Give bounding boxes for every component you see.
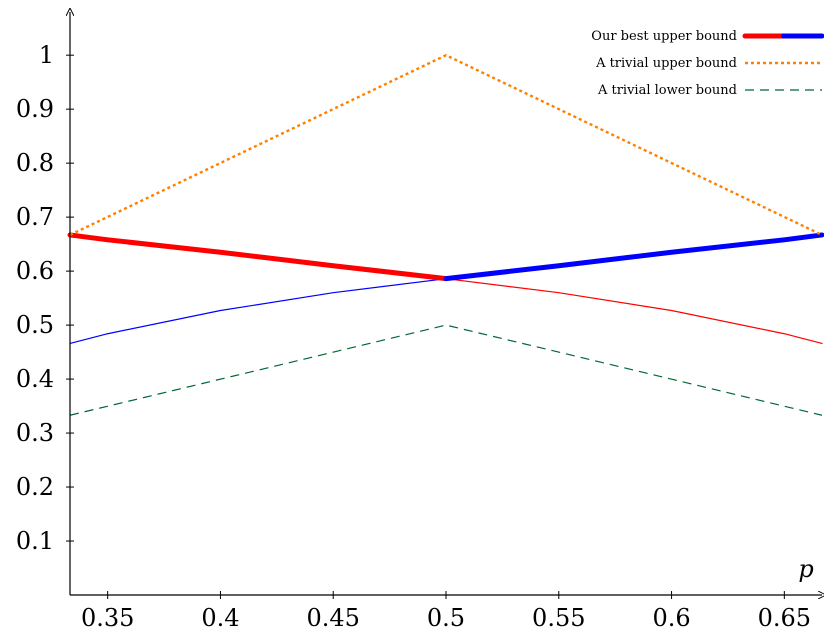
series-line-3	[67, 232, 449, 282]
y-tick-label: 0.6	[16, 257, 54, 285]
series-line-5	[69, 53, 823, 237]
x-axis-label: p	[798, 555, 813, 583]
y-tick-label: 0.5	[16, 311, 54, 339]
y-tick-label: 0.4	[16, 365, 54, 393]
y-tick-label: 1	[39, 41, 54, 69]
ticks: 0.35 0.4 0.45 0.5 0.55 0.6 0.65 0.1 0.2 0.3 0.4 0.5…	[16, 41, 811, 632]
x-tick-label: 0.6	[652, 604, 690, 632]
axes: p	[70, 12, 822, 595]
legend: Our best upper bound A trivial upper boun…	[591, 29, 824, 98]
x-tick-label: 0.45	[307, 604, 360, 632]
series-line-4	[443, 232, 824, 282]
series-line-2	[69, 234, 823, 345]
y-tick-label: 0.1	[16, 527, 54, 555]
legend-item-2: A trivial upper bound	[595, 56, 822, 71]
y-tick-label: 0.8	[16, 149, 54, 177]
y-tick-label: 0.9	[16, 95, 54, 123]
series-line-6	[69, 324, 823, 416]
x-tick-label: 0.35	[81, 604, 134, 632]
x-tick-label: 0.55	[532, 604, 585, 632]
legend-label: Our best upper bound	[591, 29, 737, 44]
x-tick-label: 0.5	[427, 604, 465, 632]
series-layer	[67, 53, 824, 416]
x-tick-label: 0.65	[758, 604, 811, 632]
x-tick-label: 0.4	[201, 604, 239, 632]
y-tick-label: 0.3	[16, 419, 54, 447]
legend-label: A trivial lower bound	[597, 83, 737, 98]
y-tick-label: 0.7	[16, 203, 54, 231]
legend-item-1: Our best upper bound	[591, 29, 824, 44]
y-tick-label: 0.2	[16, 473, 54, 501]
legend-label: A trivial upper bound	[595, 56, 737, 71]
series-line-1	[69, 234, 823, 345]
legend-item-3: A trivial lower bound	[597, 83, 822, 98]
